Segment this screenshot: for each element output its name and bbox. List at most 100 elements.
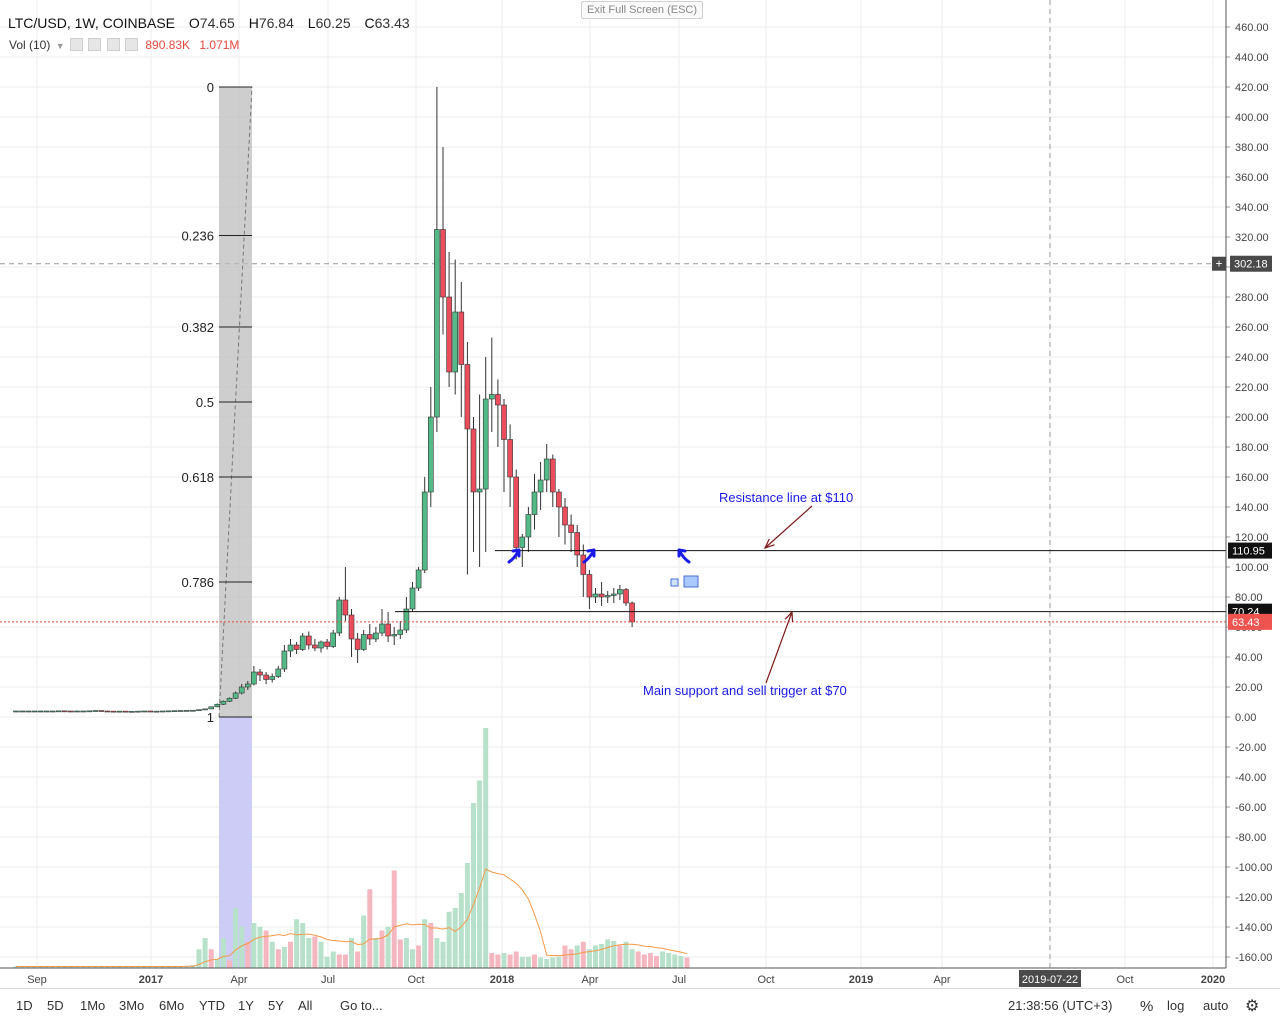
percent-scale-button[interactable]: %: [1140, 998, 1154, 1015]
high-value: 76.84: [258, 15, 294, 31]
y-tick-label: 280.00: [1235, 292, 1269, 304]
candle-body: [519, 536, 526, 548]
exit-full-screen-button[interactable]: Exit Full Screen (ESC): [581, 1, 704, 19]
fib-level-label: 0.786: [181, 575, 214, 590]
volume-bar: [672, 954, 678, 968]
volume-bar: [129, 966, 135, 968]
x-tick-label: Apr: [581, 974, 598, 986]
candle-body: [531, 491, 538, 515]
y-tick-label: 240.00: [1235, 352, 1269, 364]
volume-bar: [647, 953, 653, 968]
candle-body: [342, 599, 349, 616]
volume-bar: [330, 951, 336, 968]
candle-body: [312, 644, 318, 649]
x-tick-label: Jul: [321, 974, 335, 986]
price-axis[interactable]: 460.00 440.00 420.00 400.00 380.00 360.00 340.…: [1212, 0, 1272, 968]
annotations[interactable]: Resistance line at $110 Main support and …: [507, 490, 853, 698]
chevron-down-icon[interactable]: ▼: [55, 41, 65, 51]
range-1d-button[interactable]: 1D: [16, 998, 33, 1013]
volume-bar: [44, 966, 49, 968]
candle-body: [488, 394, 495, 400]
horizontal-lines[interactable]: [0, 550, 1226, 623]
range-1mo-button[interactable]: 1Mo: [80, 998, 106, 1013]
volume-value-2: 1.071M: [199, 38, 240, 52]
y-tick-label: -80.00: [1235, 832, 1266, 844]
candle-body: [208, 706, 214, 710]
x-tick-label: Sep: [27, 974, 47, 986]
x-tick-label: Jul: [672, 974, 686, 986]
range-6mo-button[interactable]: 6Mo: [159, 998, 185, 1013]
candle-body: [293, 644, 300, 650]
fib-level-label: 0.5: [196, 395, 214, 410]
y-tick-label: -100.00: [1235, 862, 1272, 874]
volume-bar: [111, 966, 117, 968]
volume-bar: [342, 954, 348, 968]
volume-bar: [306, 938, 312, 968]
auto-scale-button[interactable]: auto: [1203, 998, 1229, 1013]
range-5d-button[interactable]: 5D: [47, 998, 64, 1013]
close-label: C: [364, 15, 375, 31]
y-tick-label: 140.00: [1235, 502, 1269, 514]
candle-body: [421, 491, 428, 571]
gear-icon[interactable]: [88, 38, 102, 51]
volume-bar: [361, 915, 367, 968]
range-5y-button[interactable]: 5Y: [268, 998, 284, 1013]
volume-bar: [214, 959, 220, 968]
x-tick-label: Apr: [933, 974, 950, 986]
x-tick-label: 2020: [1201, 974, 1225, 986]
candle-body: [214, 703, 221, 708]
gear-icon[interactable]: ⚙: [1245, 998, 1260, 1015]
volume-bar: [544, 959, 550, 968]
log-scale-button[interactable]: log: [1167, 998, 1185, 1013]
candle-body: [61, 710, 68, 713]
price-label: 110.95: [1232, 546, 1265, 558]
candle-body: [129, 710, 135, 713]
time-axis[interactable]: Sep 2017 Apr Jul Oct 2018 Apr Jul Oct 2019 Apr 2019…: [0, 967, 1226, 987]
x-tick-label: Apr: [230, 974, 247, 986]
volume-bar: [458, 893, 464, 968]
volume-bar: [562, 945, 568, 968]
candle-body: [190, 709, 196, 712]
price-chart[interactable]: 0 0.236 0.382 0.5 0.618 0.786 1 Resistance lin…: [0, 0, 1280, 988]
volume-bar: [74, 966, 80, 968]
candle-body: [86, 710, 92, 713]
support-arrow: [765, 611, 793, 684]
candle-body: [397, 629, 404, 635]
fibonacci-retracement[interactable]: 0 0.236 0.382 0.5 0.618 0.786 1: [181, 80, 253, 968]
volume-bar: [336, 954, 342, 968]
candle-body: [165, 710, 172, 713]
volume-bar: [678, 956, 684, 968]
candle-body: [238, 686, 245, 694]
y-tick-label: 40.00: [1235, 652, 1263, 664]
volume-bar: [586, 949, 592, 968]
plus-icon: +: [1215, 257, 1222, 271]
range-3mo-button[interactable]: 3Mo: [119, 998, 145, 1013]
volume-bars: [13, 728, 690, 968]
volume-bar: [464, 863, 470, 968]
range-ytd-button[interactable]: YTD: [199, 998, 225, 1013]
y-tick-label: 180.00: [1235, 442, 1269, 454]
candle-body: [470, 428, 477, 493]
candle-body: [379, 623, 385, 634]
range-all-button[interactable]: All: [298, 998, 313, 1013]
volume-bar: [660, 951, 666, 968]
close-icon[interactable]: [125, 38, 138, 51]
y-tick-label: 220.00: [1235, 382, 1269, 394]
volume-bar: [56, 966, 62, 968]
symbol-title: LTC/USD, 1W, COINBASE: [8, 15, 175, 31]
go-to-button[interactable]: Go to...: [340, 998, 383, 1013]
plus-icon[interactable]: [106, 38, 120, 51]
volume-bar: [574, 945, 580, 968]
candle-body: [476, 488, 483, 493]
candle-body: [336, 599, 343, 634]
candle-body: [184, 710, 190, 712]
volume-bar: [483, 728, 489, 968]
candle-body: [537, 479, 544, 493]
range-1y-button[interactable]: 1Y: [238, 998, 254, 1013]
volume-bar: [684, 957, 690, 968]
eye-icon[interactable]: [69, 38, 83, 51]
volume-bar: [13, 966, 19, 968]
x-tick-label: 2017: [139, 974, 163, 986]
support-annotation: Main support and sell trigger at $70: [643, 683, 847, 698]
candle-body: [116, 710, 123, 713]
